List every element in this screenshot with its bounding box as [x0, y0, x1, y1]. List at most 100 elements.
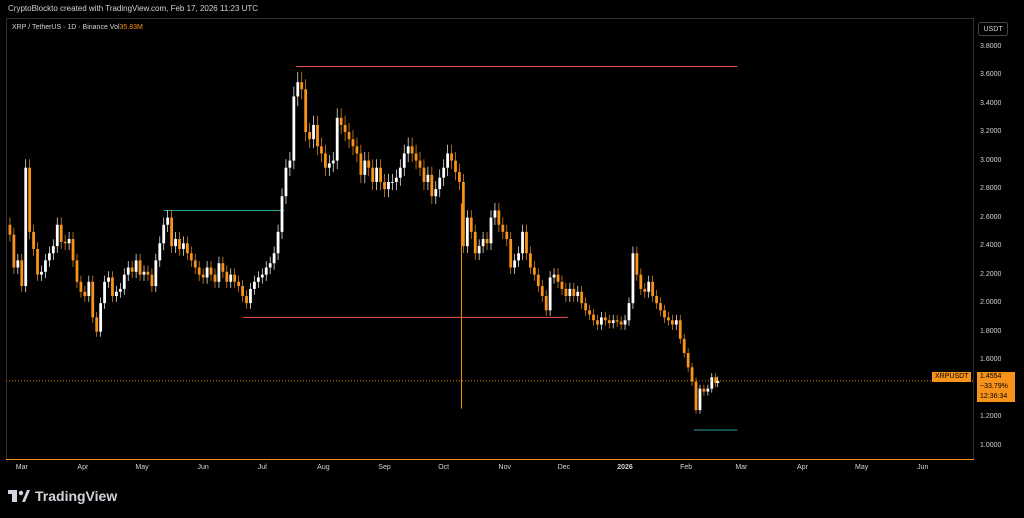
candle-body — [237, 281, 241, 287]
candle-body — [623, 320, 627, 325]
candle-body — [115, 291, 118, 297]
candle-body — [327, 163, 331, 168]
vol-label: Vol — [109, 24, 120, 31]
candle-body — [716, 380, 720, 384]
candle-body — [150, 274, 154, 287]
x-tick-label: Dec — [557, 464, 571, 471]
candle-body — [111, 277, 114, 297]
candle-body — [126, 267, 130, 275]
candle-body — [631, 253, 635, 304]
price-chart[interactable] — [0, 0, 1024, 478]
candle-body — [154, 260, 158, 287]
candle-body — [568, 288, 572, 297]
candle-body — [79, 281, 83, 292]
candle-body — [446, 153, 450, 168]
x-tick-label: Jun — [917, 464, 929, 471]
candle-body — [217, 263, 221, 282]
candle-body — [99, 303, 103, 332]
candle-body — [489, 217, 493, 244]
x-tick-label: Aug — [317, 464, 330, 471]
candle-body — [142, 271, 146, 275]
currency-button[interactable]: USDT — [978, 22, 1008, 36]
candle-body — [162, 224, 166, 244]
candle-body — [540, 286, 544, 297]
candle-body — [245, 296, 248, 304]
candle-body — [182, 243, 185, 249]
candle-body — [702, 388, 706, 392]
candle-body — [627, 303, 631, 321]
candle-body — [138, 260, 142, 275]
candle-body — [414, 153, 418, 161]
candle-body — [698, 388, 702, 411]
candle-body — [256, 277, 260, 282]
candle-body — [229, 274, 233, 282]
tradingview-logo-icon — [8, 490, 30, 502]
candle-body — [67, 239, 71, 244]
candle-body — [670, 320, 674, 325]
time-axis[interactable]: Mar Apr May Jun Jul Aug Sep Oct Nov Dec 2026 Feb Mar… — [0, 460, 1024, 478]
y-tick-label: 3.2000 — [980, 128, 1002, 136]
y-tick-label: 2.0000 — [980, 299, 1002, 307]
candle-body — [47, 253, 51, 261]
candle-body — [276, 231, 280, 254]
candle-body — [351, 139, 355, 147]
x-tick-label: Mar — [735, 464, 748, 471]
candle-body — [450, 153, 453, 161]
footer: TradingView — [0, 478, 1024, 518]
candle-body — [497, 210, 501, 225]
candle-body — [536, 274, 540, 287]
candle-body — [564, 288, 568, 297]
candle-body — [651, 281, 655, 297]
candle-body — [603, 317, 607, 321]
candle-body — [501, 224, 505, 232]
candle-body — [394, 177, 398, 182]
candle-body — [158, 243, 162, 261]
candle-body — [532, 267, 536, 275]
candle-body — [343, 124, 347, 133]
candle-body — [87, 281, 91, 297]
candle-body — [391, 181, 394, 183]
candle-body — [576, 291, 580, 297]
candle-body — [686, 353, 690, 368]
candle-body — [588, 310, 591, 315]
candle-body — [485, 239, 489, 244]
candle-body — [383, 181, 386, 190]
price-tag-change: −33.79% — [980, 383, 1008, 390]
candle-body — [24, 167, 28, 287]
candle-body — [426, 174, 430, 182]
candle-body — [406, 146, 410, 154]
candle-body — [584, 303, 588, 311]
candle-body — [170, 217, 174, 247]
candle-body — [706, 388, 710, 392]
x-tick-label: May — [135, 464, 149, 471]
candle-body — [525, 231, 528, 254]
candle-body — [107, 277, 110, 282]
candle-body — [655, 296, 658, 304]
candle-body — [635, 253, 639, 275]
symbol-title[interactable]: XRP / TetherUS · 1D · Binance — [12, 24, 108, 31]
candle-body — [619, 321, 623, 325]
candle-body — [469, 217, 473, 232]
candle-body — [667, 317, 670, 321]
candle-body — [268, 263, 272, 268]
tradingview-logo[interactable]: TradingView — [8, 488, 117, 504]
candle-body — [521, 231, 524, 254]
x-tick-label: Mar — [15, 464, 28, 471]
candle-body — [663, 310, 666, 318]
candle-body — [596, 320, 599, 325]
y-tick-label: 2.4000 — [980, 242, 1002, 250]
candle-body — [174, 239, 177, 247]
candle-body — [28, 167, 32, 232]
candle-body — [225, 271, 229, 282]
price-tag: XRPUSDT 1.4554 −33.79% 12:36:34 — [932, 372, 1016, 402]
candle-body — [410, 146, 414, 154]
candle-body — [241, 286, 244, 297]
candle-body — [367, 160, 371, 168]
candle-body — [599, 317, 603, 325]
candle-body — [387, 181, 390, 190]
candle-body — [205, 267, 209, 278]
candle-body — [402, 153, 406, 168]
candle-body — [40, 271, 43, 275]
symbol-legend: XRP / TetherUS · 1D · Binance Vol35.83M — [12, 24, 143, 31]
candle-body — [422, 167, 426, 182]
